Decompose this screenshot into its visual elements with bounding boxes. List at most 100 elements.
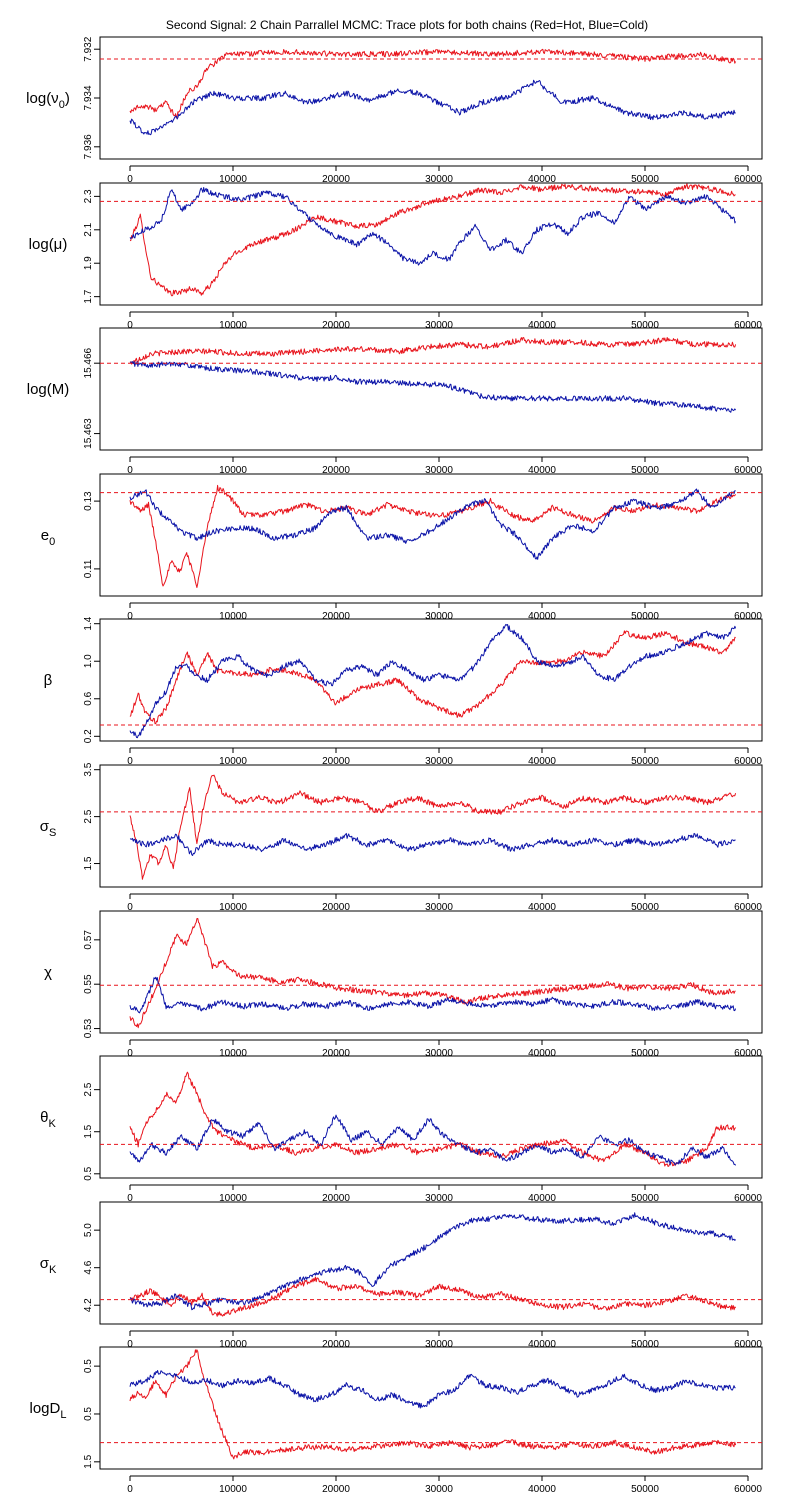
- y-axis-label: σK: [40, 1255, 57, 1276]
- cold-chain-trace: [129, 79, 736, 136]
- x-tick-label: 60000: [734, 902, 762, 913]
- x-tick-label: 0: [127, 320, 133, 331]
- panel-6: 1.5 2.5 3.5 0 10000 20000 30000 40000 50000 60000…: [40, 762, 763, 913]
- x-tick-label: 30000: [425, 465, 453, 476]
- y-axis-label: e0: [41, 527, 55, 548]
- y-tick-label: 0.6: [83, 691, 94, 705]
- x-tick-label: 60000: [734, 1484, 762, 1495]
- x-tick-label: 20000: [322, 756, 350, 767]
- cold-chain-trace: [129, 976, 737, 1014]
- y-tick-label: 0.5: [83, 1166, 94, 1180]
- panel-9: 4.2 4.6 5.0 0 10000 20000 30000 40000 50000 60000…: [40, 1201, 763, 1350]
- x-tick-label: 0: [127, 465, 133, 476]
- plot-frame: [99, 618, 763, 742]
- x-tick-label: 50000: [631, 174, 659, 185]
- y-tick-label: 1.7: [83, 289, 94, 303]
- y-tick-label: 5.0: [83, 1223, 94, 1237]
- x-tick-label: 60000: [734, 1193, 762, 1204]
- x-tick-label: 10000: [219, 174, 247, 185]
- x-tick-label: 40000: [528, 611, 556, 622]
- x-tick-label: 0: [127, 756, 133, 767]
- x-tick-label: 40000: [528, 756, 556, 767]
- panel-7: 0.53 0.55 0.57 0 10000 20000 30000 40000 50000 60…: [44, 910, 763, 1059]
- y-tick-label: 0.57: [83, 930, 94, 950]
- panels-group: 7.932 7.934 7.936 0 10000 20000 30000 40000 5000…: [26, 36, 763, 1495]
- y-tick-label: 7.936: [83, 134, 94, 159]
- cold-chain-trace: [129, 187, 737, 266]
- y-tick-label: 15.466: [83, 347, 94, 378]
- x-tick-label: 20000: [322, 902, 350, 913]
- x-tick-label: 20000: [322, 1193, 350, 1204]
- x-tick-label: 0: [127, 902, 133, 913]
- x-tick-label: 10000: [219, 1048, 247, 1059]
- x-tick-label: 10000: [219, 1193, 247, 1204]
- y-axis-label: θK: [40, 1109, 56, 1130]
- x-tick-label: 10000: [219, 1484, 247, 1495]
- x-tick-label: 10000: [219, 611, 247, 622]
- x-tick-label: 40000: [528, 320, 556, 331]
- x-tick-label: 0: [127, 1484, 133, 1495]
- x-tick-label: 20000: [322, 1484, 350, 1495]
- y-axis-label: log(μ): [29, 236, 68, 253]
- x-tick-label: 20000: [322, 611, 350, 622]
- x-tick-label: 10000: [219, 320, 247, 331]
- y-tick-label: 0.11: [83, 559, 94, 578]
- x-tick-label: 60000: [734, 1339, 762, 1350]
- hot-chain-trace: [129, 484, 737, 588]
- x-tick-label: 50000: [631, 465, 659, 476]
- x-tick-label: 60000: [734, 465, 762, 476]
- y-tick-label: 0.55: [83, 974, 94, 994]
- plot-frame: [99, 473, 763, 597]
- y-tick-label: 1.9: [83, 256, 94, 270]
- plot-frame: [99, 327, 763, 451]
- panel-3: 15.463 15.466 0 10000 20000 30000 40000 50000 60…: [27, 327, 763, 476]
- y-tick-label: 1.5: [83, 1124, 94, 1138]
- y-tick-label: 3.5: [83, 762, 94, 776]
- x-tick-label: 10000: [219, 756, 247, 767]
- x-tick-label: 40000: [528, 1193, 556, 1204]
- panel-1: 7.932 7.934 7.936 0 10000 20000 30000 40000 5000…: [26, 36, 763, 185]
- cold-chain-trace: [129, 488, 736, 560]
- cold-chain-trace: [129, 1370, 736, 1409]
- x-tick-label: 10000: [219, 465, 247, 476]
- hot-chain-trace: [129, 918, 736, 1029]
- y-tick-label: 0.5: [83, 1407, 94, 1421]
- x-tick-label: 0: [127, 1339, 133, 1350]
- y-tick-label: 2.1: [83, 222, 94, 236]
- y-tick-label: 2.5: [83, 809, 94, 823]
- panel-5: 0.2 0.6 1.0 1.4 0 10000 20000 30000 40000 50000 60…: [44, 616, 763, 767]
- y-tick-label: 0.13: [83, 491, 94, 511]
- x-tick-label: 30000: [425, 1048, 453, 1059]
- x-tick-label: 30000: [425, 611, 453, 622]
- cold-chain-trace: [129, 1114, 737, 1166]
- plot-frame: [99, 1346, 763, 1470]
- x-tick-label: 40000: [528, 1339, 556, 1350]
- hot-chain-trace: [129, 1276, 737, 1317]
- cold-chain-trace: [129, 832, 736, 856]
- x-tick-label: 30000: [425, 1193, 453, 1204]
- x-tick-label: 50000: [631, 1339, 659, 1350]
- figure-title: Second Signal: 2 Chain Parrallel MCMC: T…: [166, 18, 648, 32]
- x-tick-label: 30000: [425, 1339, 453, 1350]
- y-tick-label: 2.3: [83, 189, 94, 203]
- x-tick-label: 20000: [322, 1339, 350, 1350]
- x-tick-label: 40000: [528, 1048, 556, 1059]
- y-tick-label: 0.2: [83, 729, 94, 743]
- x-tick-label: 40000: [528, 174, 556, 185]
- cold-chain-trace: [129, 361, 737, 413]
- hot-chain-trace: [129, 48, 737, 119]
- y-axis-label: β: [44, 672, 53, 689]
- y-axis-label: log(M): [27, 381, 70, 398]
- x-tick-label: 20000: [322, 174, 350, 185]
- x-tick-label: 40000: [528, 465, 556, 476]
- x-tick-label: 50000: [631, 611, 659, 622]
- y-tick-label: 1.5: [83, 1454, 94, 1468]
- x-tick-label: 60000: [734, 320, 762, 331]
- panel-4: 0.11 0.13 0 10000 20000 30000 40000 50000 60000 e…: [41, 473, 763, 622]
- x-tick-label: 20000: [322, 465, 350, 476]
- x-tick-label: 10000: [219, 1339, 247, 1350]
- y-tick-label: 0.53: [83, 1018, 94, 1038]
- hot-chain-trace: [129, 337, 737, 365]
- plot-frame: [99, 1055, 763, 1179]
